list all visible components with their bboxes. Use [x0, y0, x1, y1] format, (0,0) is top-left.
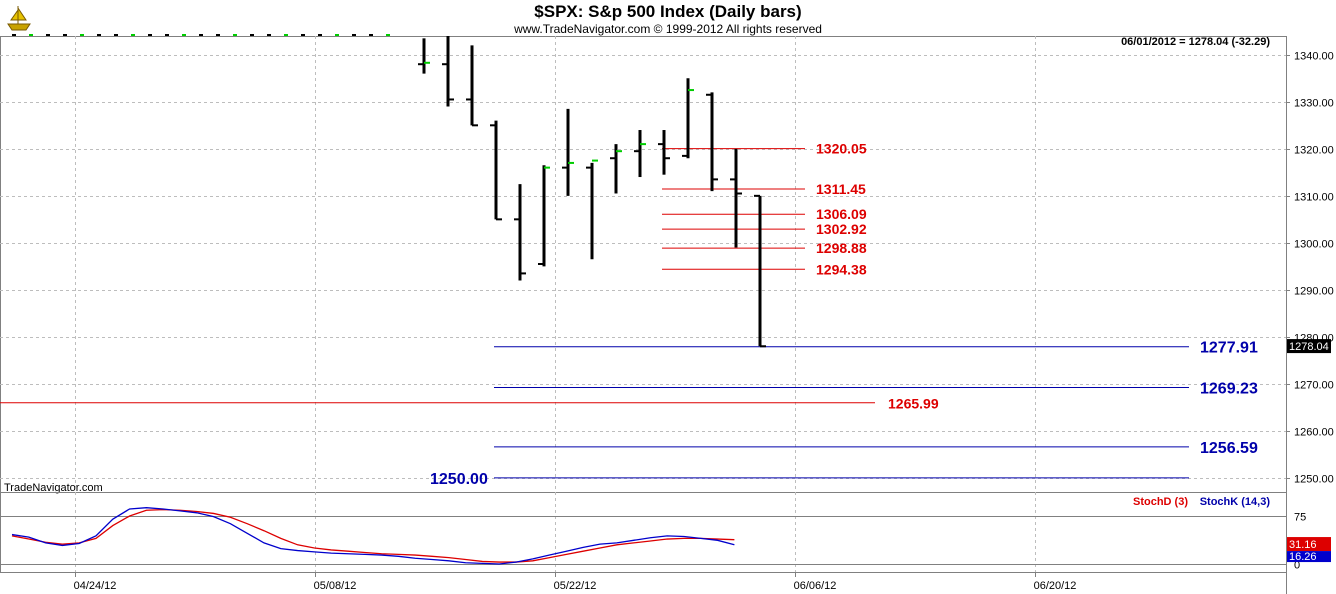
y-tick-label: 1320.00 [1294, 145, 1334, 157]
legend-stoch-d: StochD (3) [1133, 496, 1188, 508]
level-label-red: 1302.92 [816, 221, 867, 237]
level-label-red: 1306.09 [816, 206, 867, 222]
level-label-blue: 1250.00 [430, 471, 488, 488]
y-tick-label: 1310.00 [1294, 192, 1334, 204]
level-label-blue: 1277.91 [1200, 340, 1258, 357]
x-tick-label: 05/22/12 [554, 580, 597, 592]
stoch-y-tick-label: 75 [1294, 512, 1306, 524]
chart-title: $SPX: S&p 500 Index (Daily bars) [534, 2, 802, 21]
chart-subtitle: www.TradeNavigator.com © 1999-2012 All r… [514, 22, 822, 36]
stoch-y-tick-label: 0 [1294, 560, 1300, 572]
y-tick-label: 1300.00 [1294, 239, 1334, 251]
x-tick-label: 06/20/12 [1034, 580, 1077, 592]
stoch-d-line [11, 508, 735, 563]
price-panel-frame [0, 36, 1287, 493]
last-price-box [1287, 339, 1331, 354]
x-tick-label: 04/24/12 [74, 580, 117, 592]
level-label-red: 1298.88 [816, 240, 867, 256]
y-tick-label: 1330.00 [1294, 98, 1334, 110]
stoch-k-last-label: 16.26 [1289, 551, 1317, 563]
y-tick-label: 1340.00 [1294, 51, 1334, 63]
level-label-red: 1320.05 [816, 141, 867, 157]
stoch-k-line [11, 507, 735, 565]
stoch-k-last-box [1287, 551, 1331, 563]
x-tick-label: 05/08/12 [314, 580, 357, 592]
y-tick-label: 1260.00 [1294, 427, 1334, 439]
level-label-red: 1311.45 [816, 181, 866, 197]
y-tick-label: 1270.00 [1294, 380, 1334, 392]
brand-label: TradeNavigator.com [4, 482, 103, 494]
y-tick-label: 1290.00 [1294, 286, 1334, 298]
stoch-panel-frame [0, 492, 1287, 573]
level-label-red: 1294.38 [816, 261, 867, 277]
y-tick-label: 1250.00 [1294, 474, 1334, 486]
ship-logo-icon [4, 2, 34, 32]
stoch-d-last-label: 31.16 [1289, 539, 1317, 551]
level-label-blue: 1256.59 [1200, 440, 1258, 457]
legend-stoch-k: StochK (14,3) [1199, 496, 1270, 508]
stoch-d-last-box [1287, 537, 1331, 552]
level-label-red: 1265.99 [888, 396, 939, 412]
last-price-label: 1278.04 [1289, 341, 1329, 353]
last-price-info: 06/01/2012 = 1278.04 (-32.29) [1121, 36, 1270, 48]
x-tick-label: 06/06/12 [794, 580, 837, 592]
level-label-blue: 1269.23 [1200, 380, 1258, 397]
